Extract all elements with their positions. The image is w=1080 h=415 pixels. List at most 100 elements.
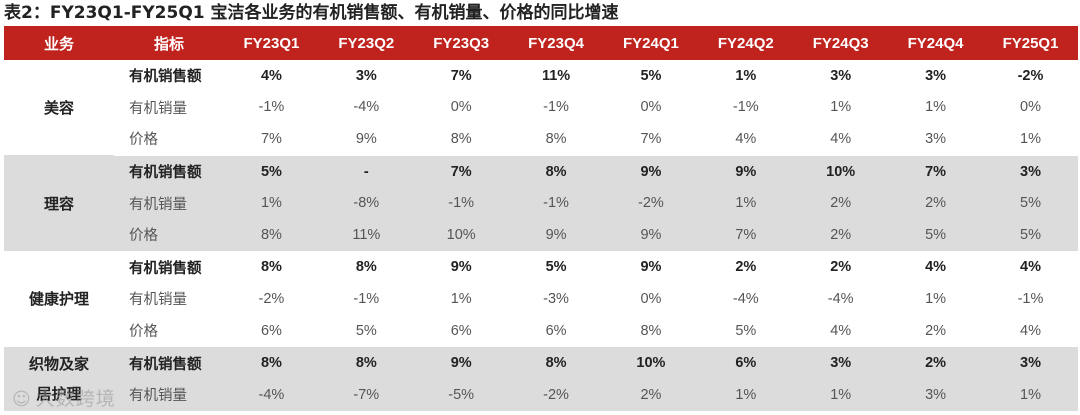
value-cell: -2%: [258, 290, 285, 307]
table-row: 有机销量 -1% -4% 0% -1% 0% -1% 1% 1% 0%: [4, 92, 1078, 124]
value-cell: 11%: [541, 67, 571, 84]
table-title: 表2：FY23Q1-FY25Q1 宝洁各业务的有机销售额、有机销量、价格的同比增…: [4, 3, 619, 23]
value-cell: 4%: [983, 314, 1078, 348]
header-cell: FY24Q1: [603, 26, 699, 60]
value-cell: 6%: [698, 346, 794, 379]
metric-cell: 有机销量: [114, 187, 224, 219]
value-cell: 7%: [224, 123, 319, 156]
value-cell: -1%: [732, 99, 759, 116]
value-cell: 6%: [508, 314, 604, 348]
value-cell: 5%: [318, 314, 414, 348]
value-cell: 9%: [603, 218, 699, 252]
value-cell: -2%: [1017, 67, 1044, 84]
value-cell: 7%: [698, 218, 794, 252]
metric-cell: 有机销量: [129, 100, 187, 117]
value-cell: 3%: [888, 378, 983, 412]
watermark: ☺ 大数跨境: [12, 386, 116, 412]
chat-bubble-icon: ☺: [12, 389, 32, 410]
table-row: 价格 7% 9% 8% 8% 7% 4% 4% 3% 1%: [4, 123, 1078, 156]
value-cell: 5%: [983, 218, 1078, 252]
table-row: 健康护理 有机销售额 8% 8% 9% 5% 9% 2% 2% 4% 4%: [4, 251, 1078, 308]
table-row: 价格 6% 5% 6% 6% 8% 5% 4% 2% 4%: [4, 314, 1078, 348]
value-cell: 1%: [450, 290, 472, 307]
value-cell: 0%: [1020, 99, 1041, 116]
metric-cell: 价格: [114, 218, 224, 252]
metric-cell: 价格: [114, 314, 224, 348]
value-cell: 7%: [888, 155, 983, 188]
value-cell: 5%: [888, 218, 983, 252]
table-row: 有机销量 1% -8% -1% -1% -2% 1% 2% 2% 5%: [4, 187, 1078, 219]
value-cell: 7%: [450, 67, 472, 84]
table-row: 价格 8% 11% 10% 9% 9% 7% 2% 5% 5%: [4, 218, 1078, 252]
header-cell: 业务: [4, 26, 114, 60]
value-cell: 8%: [603, 314, 699, 348]
metric-cell: 有机销售额: [114, 346, 224, 379]
value-cell: 11%: [318, 218, 414, 252]
header-cell: FY23Q1: [224, 26, 319, 60]
value-cell: 3%: [830, 67, 852, 84]
value-cell: 10%: [603, 346, 699, 379]
value-cell: 5%: [983, 187, 1078, 219]
value-cell: 8%: [508, 346, 604, 379]
value-cell: 3%: [355, 67, 377, 84]
header-cell: FY23Q4: [508, 26, 604, 60]
value-cell: 2%: [735, 259, 757, 276]
value-cell: 8%: [413, 123, 509, 156]
value-cell: 1%: [925, 290, 947, 307]
value-cell: 4%: [793, 123, 889, 156]
value-cell: 1%: [224, 187, 319, 219]
value-cell: 9%: [698, 155, 794, 188]
value-cell: 2%: [888, 346, 983, 379]
table-row: 有机销量 -4% -7% -5% -2% 2% 1% 1% 3% 1%: [4, 378, 1078, 412]
value-cell: 3%: [983, 346, 1078, 379]
value-cell: 6%: [413, 314, 509, 348]
value-cell: -4%: [353, 99, 380, 116]
value-cell: -2%: [508, 378, 604, 412]
value-cell: 8%: [508, 123, 604, 156]
value-cell: 2%: [603, 378, 699, 412]
header-cell: FY25Q1: [983, 26, 1078, 60]
value-cell: 1%: [983, 123, 1078, 156]
value-cell: 0%: [450, 99, 472, 116]
value-cell: 4%: [1020, 259, 1041, 276]
value-cell: -1%: [413, 187, 509, 219]
data-table: 业务 指标 FY23Q1 FY23Q2 FY23Q3 FY23Q4 FY24Q1…: [4, 26, 1078, 412]
value-cell: 7%: [413, 155, 509, 188]
value-cell: 7%: [603, 123, 699, 156]
value-cell: 8%: [508, 155, 604, 188]
value-cell: -5%: [413, 378, 509, 412]
watermark-text: 大数跨境: [35, 388, 116, 410]
value-cell: 9%: [603, 155, 699, 188]
value-cell: -: [318, 155, 414, 188]
metric-cell: 有机销售额: [129, 260, 202, 277]
value-cell: -4%: [827, 290, 854, 307]
value-cell: 1%: [793, 378, 889, 412]
value-cell: 3%: [983, 155, 1078, 188]
value-cell: 8%: [224, 346, 319, 379]
value-cell: 1%: [830, 99, 852, 116]
value-cell: -1%: [353, 290, 380, 307]
segment-cell: 理容: [4, 155, 114, 252]
metric-cell: 有机销量: [129, 292, 187, 309]
value-cell: 10%: [793, 155, 889, 188]
value-cell: -1%: [1017, 290, 1044, 307]
header-cell: FY24Q4: [888, 26, 983, 60]
segment-cell: 织物及家居护理: [4, 346, 114, 412]
value-cell: 3%: [925, 67, 947, 84]
value-cell: -4%: [732, 290, 759, 307]
value-cell: 5%: [224, 155, 319, 188]
value-cell: 4%: [793, 314, 889, 348]
value-cell: -1%: [258, 99, 285, 116]
value-cell: 1%: [698, 187, 794, 219]
value-cell: 8%: [260, 259, 282, 276]
value-cell: 9%: [450, 259, 472, 276]
header-cell: FY24Q3: [793, 26, 889, 60]
value-cell: 5%: [640, 67, 662, 84]
value-cell: 9%: [508, 218, 604, 252]
value-cell: 2%: [888, 314, 983, 348]
value-cell: 5%: [545, 259, 567, 276]
value-cell: 0%: [640, 99, 662, 116]
value-cell: 9%: [318, 123, 414, 156]
value-cell: -3%: [543, 290, 569, 307]
value-cell: 3%: [793, 346, 889, 379]
